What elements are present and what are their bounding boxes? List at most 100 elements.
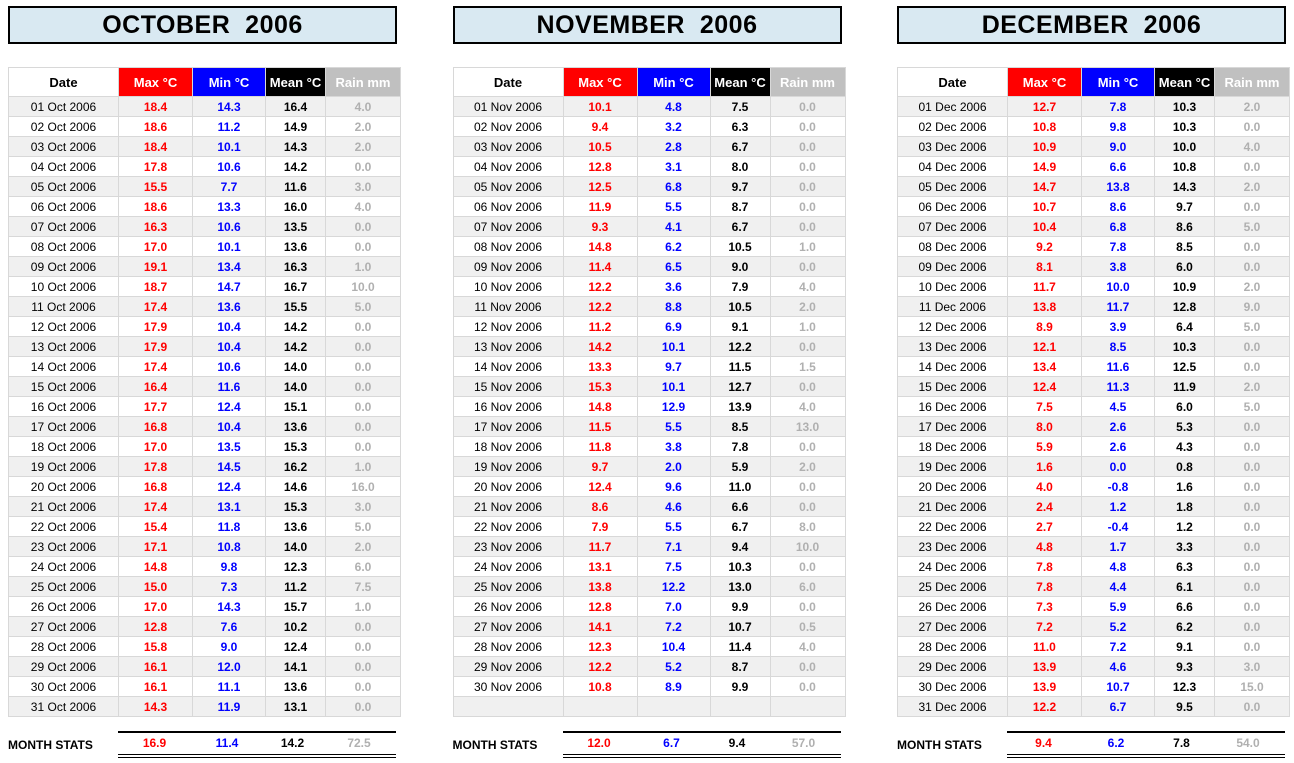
max-cell: 15.5 xyxy=(118,176,193,197)
max-cell: 18.7 xyxy=(118,276,193,297)
min-cell: 1.2 xyxy=(1081,496,1155,517)
min-cell: 3.2 xyxy=(636,116,711,137)
rain-cell: 8.0 xyxy=(769,516,846,537)
mean-cell: 6.2 xyxy=(1154,616,1215,637)
min-cell: 8.9 xyxy=(636,676,711,697)
table-row: 21 Oct 2006 17.4 13.1 15.3 3.0 xyxy=(8,496,401,517)
rain-cell: 2.0 xyxy=(1214,176,1290,197)
rain-cell: 4.0 xyxy=(769,276,846,297)
mean-cell: 9.4 xyxy=(709,536,771,557)
date-cell: 10 Nov 2006 xyxy=(452,276,564,297)
rain-stat: 57.0 xyxy=(791,736,816,750)
table-row: 18 Nov 2006 11.8 3.8 7.8 0.0 xyxy=(452,436,846,457)
mean-cell: 7.8 xyxy=(709,436,771,457)
table-row xyxy=(452,696,846,717)
min-cell: 13.5 xyxy=(192,436,266,457)
min-cell: -0.4 xyxy=(1081,516,1155,537)
max-cell: 13.3 xyxy=(562,356,638,377)
table-row: 09 Oct 2006 19.1 13.4 16.3 1.0 xyxy=(8,256,401,277)
table-row: 06 Dec 2006 10.7 8.6 9.7 0.0 xyxy=(897,196,1290,217)
max-cell: 18.4 xyxy=(118,136,193,157)
col-header-min: Min °C xyxy=(636,67,711,97)
date-cell: 20 Dec 2006 xyxy=(897,476,1008,497)
mean-cell: 9.3 xyxy=(1154,656,1215,677)
date-cell: 30 Oct 2006 xyxy=(8,676,119,697)
min-cell: 10.1 xyxy=(192,236,266,257)
min-stat: 11.4 xyxy=(215,736,239,750)
table-row: 03 Nov 2006 10.5 2.8 6.7 0.0 xyxy=(452,136,846,157)
mean-cell: 9.1 xyxy=(709,316,771,337)
mean-cell: 11.2 xyxy=(265,576,326,597)
table-row: 16 Dec 2006 7.5 4.5 6.0 5.0 xyxy=(897,396,1290,417)
min-cell: 7.2 xyxy=(636,616,711,637)
min-cell: 2.6 xyxy=(1081,436,1155,457)
rain-cell: 1.0 xyxy=(325,456,401,477)
min-cell: 8.8 xyxy=(636,296,711,317)
rain-cell: 2.0 xyxy=(769,296,846,317)
max-cell: 16.3 xyxy=(118,216,193,237)
table-row: 25 Nov 2006 13.8 12.2 13.0 6.0 xyxy=(452,576,846,597)
rain-cell: 0.0 xyxy=(769,476,846,497)
table-row: 06 Oct 2006 18.6 13.3 16.0 4.0 xyxy=(8,196,401,217)
max-cell: 11.5 xyxy=(562,416,638,437)
rain-cell: 1.0 xyxy=(325,596,401,617)
rain-cell: 5.0 xyxy=(325,516,401,537)
min-cell: 6.7 xyxy=(1081,696,1155,717)
max-cell: 13.8 xyxy=(562,576,638,597)
rain-cell: 0.0 xyxy=(1214,156,1290,177)
min-cell: 7.2 xyxy=(1081,636,1155,657)
min-cell: 13.4 xyxy=(192,256,266,277)
rain-cell: 0.0 xyxy=(1214,236,1290,257)
table-row: 01 Nov 2006 10.1 4.8 7.5 0.0 xyxy=(452,96,846,117)
mean-cell: 6.0 xyxy=(1154,256,1215,277)
date-cell: 31 Dec 2006 xyxy=(897,696,1008,717)
max-cell: 17.8 xyxy=(118,456,193,477)
table-row: 15 Oct 2006 16.4 11.6 14.0 0.0 xyxy=(8,376,401,397)
min-cell: 7.8 xyxy=(1081,236,1155,257)
max-cell: 11.8 xyxy=(562,436,638,457)
min-cell: 8.5 xyxy=(1081,336,1155,357)
min-cell: 6.8 xyxy=(1081,216,1155,237)
table-body: 01 Dec 2006 12.7 7.8 10.3 2.0 02 Dec 2006 10.8… xyxy=(897,96,1290,717)
date-cell: 04 Dec 2006 xyxy=(897,156,1008,177)
table-body: 01 Oct 2006 18.4 14.3 16.4 4.0 02 Oct 2006 18.… xyxy=(8,96,401,717)
table-row: 04 Oct 2006 17.8 10.6 14.2 0.0 xyxy=(8,156,401,177)
table-row: 10 Oct 2006 18.7 14.7 16.7 10.0 xyxy=(8,276,401,297)
max-cell: 17.7 xyxy=(118,396,193,417)
mean-cell: 6.6 xyxy=(1154,596,1215,617)
table-row: 09 Nov 2006 11.4 6.5 9.0 0.0 xyxy=(452,256,846,277)
date-cell: 25 Nov 2006 xyxy=(452,576,564,597)
min-cell: 10.4 xyxy=(192,316,266,337)
rain-cell: 2.0 xyxy=(769,456,846,477)
table-row: 29 Oct 2006 16.1 12.0 14.1 0.0 xyxy=(8,656,401,677)
table-row: 18 Oct 2006 17.0 13.5 15.3 0.0 xyxy=(8,436,401,457)
mean-cell: 8.7 xyxy=(709,196,771,217)
mean-cell: 13.9 xyxy=(709,396,771,417)
min-cell: 9.0 xyxy=(1081,136,1155,157)
min-cell: 14.3 xyxy=(192,96,266,117)
rain-cell: 4.0 xyxy=(769,396,846,417)
rain-cell: 0.0 xyxy=(769,556,846,577)
min-cell: 7.5 xyxy=(636,556,711,577)
date-cell: 01 Nov 2006 xyxy=(452,96,564,117)
min-cell: 4.8 xyxy=(1081,556,1155,577)
rain-cell: 4.0 xyxy=(769,636,846,657)
date-cell: 23 Dec 2006 xyxy=(897,536,1008,557)
date-cell: 25 Oct 2006 xyxy=(8,576,119,597)
rain-cell: 7.5 xyxy=(325,576,401,597)
max-stat: 12.0 xyxy=(587,736,611,750)
date-cell: 08 Oct 2006 xyxy=(8,236,119,257)
table-row: 07 Nov 2006 9.3 4.1 6.7 0.0 xyxy=(452,216,846,237)
mean-cell: 8.6 xyxy=(1154,216,1215,237)
max-cell: 12.5 xyxy=(562,176,638,197)
max-cell: 2.4 xyxy=(1007,496,1082,517)
min-cell: 3.1 xyxy=(636,156,711,177)
date-cell xyxy=(452,696,564,717)
date-cell: 15 Oct 2006 xyxy=(8,376,119,397)
min-cell: 5.2 xyxy=(636,656,711,677)
mean-cell: 6.0 xyxy=(1154,396,1215,417)
max-cell: 12.2 xyxy=(1007,696,1082,717)
date-cell: 17 Dec 2006 xyxy=(897,416,1008,437)
min-cell: 12.9 xyxy=(636,396,711,417)
